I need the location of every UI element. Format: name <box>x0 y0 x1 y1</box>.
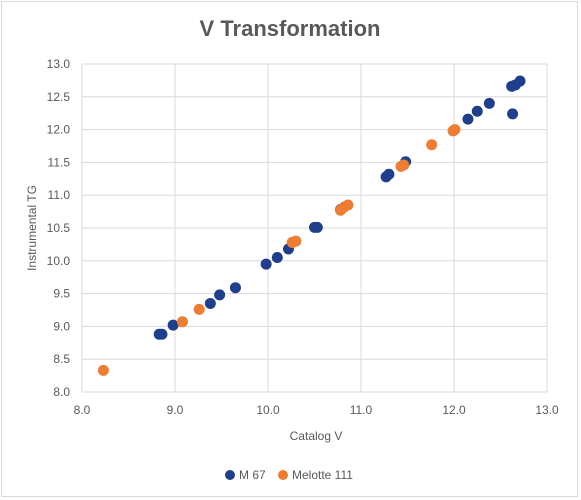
y-tick-label: 12.5 <box>47 90 71 104</box>
y-tick-label: 12.0 <box>47 123 71 137</box>
data-point <box>156 328 168 340</box>
data-point <box>426 139 438 151</box>
chart-title: V Transformation <box>200 16 381 41</box>
legend-label: Melotte 111 <box>292 468 353 482</box>
data-point <box>383 168 395 180</box>
x-tick-label: 10.0 <box>256 403 280 417</box>
data-point <box>342 199 354 211</box>
data-point <box>260 258 272 270</box>
x-tick-label: 12.0 <box>442 403 466 417</box>
data-point <box>514 75 526 87</box>
y-tick-label: 8.0 <box>53 385 70 399</box>
data-point <box>311 221 323 233</box>
data-point <box>176 316 188 328</box>
data-point <box>471 105 483 117</box>
data-point <box>290 235 302 247</box>
data-point <box>398 159 410 171</box>
data-point <box>483 97 495 109</box>
data-point <box>271 252 283 264</box>
x-tick-labels: 8.0 9.0 10.0 11.0 12.0 13.0 <box>74 403 559 417</box>
series-1 <box>97 124 461 376</box>
x-tick-label: 9.0 <box>167 403 184 417</box>
data-point <box>229 282 241 294</box>
gridlines <box>81 63 548 393</box>
data-point <box>97 364 109 376</box>
y-tick-label: 9.0 <box>53 319 70 333</box>
data-point <box>167 319 179 331</box>
x-tick-label: 13.0 <box>535 403 559 417</box>
legend-marker <box>278 470 288 480</box>
y-tick-label: 10.5 <box>47 221 71 235</box>
y-tick-label: 13.0 <box>47 57 71 71</box>
legend: M 67 Melotte 111 <box>225 468 353 482</box>
legend-label: M 67 <box>239 468 266 482</box>
data-points <box>97 75 526 376</box>
legend-marker <box>225 470 235 480</box>
y-tick-label: 10.0 <box>47 254 71 268</box>
data-point <box>193 303 205 315</box>
x-axis-title: Catalog V <box>290 429 343 443</box>
data-point <box>204 297 216 309</box>
y-tick-label: 9.5 <box>53 287 70 301</box>
data-point <box>507 108 519 120</box>
y-tick-labels: 8.0 8.5 9.0 9.5 10.0 10.5 11.0 11.5 12.0 12.5 13.0 <box>47 57 71 399</box>
y-tick-label: 8.5 <box>53 352 70 366</box>
y-axis-title: Instrumental TG <box>25 185 39 271</box>
x-tick-label: 8.0 <box>74 403 91 417</box>
data-point <box>449 124 461 136</box>
y-tick-label: 11.0 <box>48 188 71 202</box>
data-point <box>462 113 474 125</box>
y-tick-label: 11.5 <box>48 155 71 169</box>
data-point <box>214 289 226 301</box>
x-tick-label: 11.0 <box>350 403 373 417</box>
